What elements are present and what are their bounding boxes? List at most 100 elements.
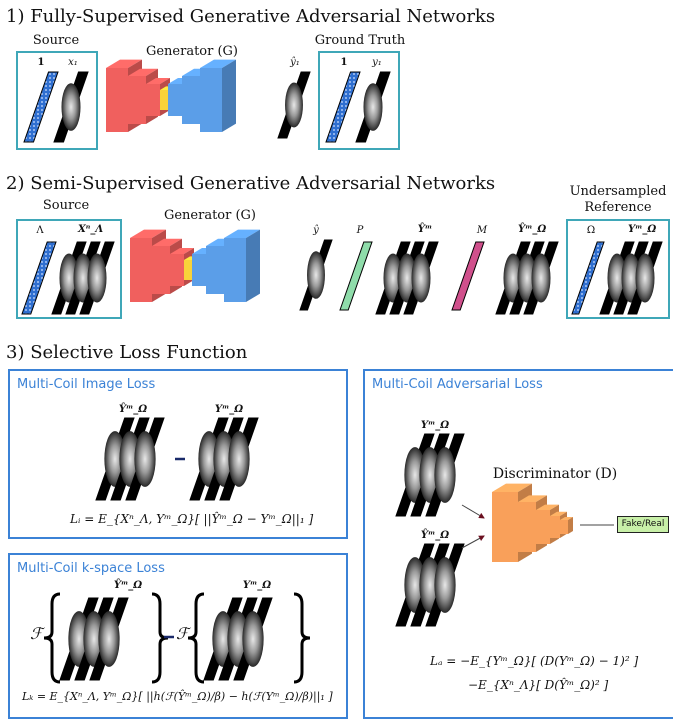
kspace-F-left: ℱ [30,624,43,643]
s1-x-symbol: x₁ [68,57,78,68]
disc-layer4-top [550,511,567,516]
s1-source-mask [23,71,59,143]
s2-generator-dec3-top [224,229,260,238]
fake-real-output: Fake/Real [617,516,669,533]
section2-title: 2) Semi-Supervised Generative Adversaria… [6,173,496,194]
kspace-loss-panel [8,553,348,719]
adv-bottom-arrow [461,535,485,549]
disc-layer3-top [536,504,559,510]
disc-layer4-front [550,516,560,538]
s2-x-symbol: Xⁿ_Λ [78,224,104,235]
s1-generator-enc3-top [146,78,170,84]
s1-mask-symbol: 1 [37,57,45,68]
adv-ref-stack-2-brain [434,447,456,503]
s1-generator-enc3-front [146,84,160,116]
s2-Yhat-omega-images-2-brain [531,253,551,303]
s1-generator-dec1-front [168,84,182,116]
s2-yhat-symbol: ŷ [313,225,319,236]
disc-layer5-side [568,517,573,534]
kspace-ref-stack-2-brain [242,611,264,667]
disc-layer3-front [536,510,550,544]
s2-source-images-2-brain [87,253,107,303]
s1-y-symbol: y₁ [372,57,382,68]
kspace-left-open-brace [43,592,61,684]
s1-generator-dec3-front [200,68,222,132]
s2-generator-enc3-top [170,248,194,254]
s2-ref-images-1-brain [621,253,641,303]
s1-yhat-symbol: ŷ₁ [290,57,300,68]
s2-M-symbol: M [476,225,488,236]
s2-P-symbol: P [356,225,364,236]
section3-title: 3) Selective Loss Function [6,342,248,363]
disc-layer2-top [518,495,547,502]
image-loss-panel [8,369,348,539]
s2-generator-enc2-front [152,246,170,294]
s1-generator-enc2-front [128,76,146,124]
s1-generator-enc1-front [106,68,128,132]
disc-layer5-top [560,517,573,520]
section1-title: 1) Fully-Supervised Generative Adversari… [6,6,496,27]
image-loss-right-label: Yᵐ_Ω [214,404,244,415]
disc-layer1-front [492,492,518,562]
s2-ref-images-2-brain [635,253,655,303]
s2-M-operator [451,241,485,311]
s1-generator-enc1-top [106,59,142,68]
s1-source-image-brain [61,83,81,131]
s2-source-box [16,219,122,319]
s1-output-image-brain [285,82,303,128]
s1-generator-enc2-top [128,68,158,76]
adversarial-loss-title: Multi-Coil Adversarial Loss [372,377,543,392]
s2-generator-enc3-front [170,254,184,286]
s2-output-image-brain [307,251,325,299]
s1-generator-dec2-front [182,76,200,124]
s2-Yhat-m-images-1-brain [397,253,417,303]
s2-Yhat-omega-symbol: Ŷᵐ_Ω [518,224,547,235]
kspace-loss-title: Multi-Coil k-space Loss [17,561,165,576]
s2-omega-symbol: Ω [586,225,596,236]
discriminator-label: Discriminator (D) [492,466,618,482]
s2-ref-images-0-brain [607,253,627,303]
s2-generator-enc1-front [130,238,152,302]
image-loss-left-label: Ŷᵐ_Ω [118,404,148,415]
s2-reference-box [566,219,670,319]
s2-source-label: Source [42,198,90,213]
s2-generator-dec2-front [206,246,224,294]
kspace-F-right: ℱ [176,624,189,643]
s2-P-operator [339,241,373,311]
s1-gt-mask-symbol: 1 [340,57,348,68]
s2-generator-bottleneck-front [184,260,192,280]
s2-reference-label-2: Reference [584,200,652,215]
disc-layer1-top [492,483,532,492]
s1-gt-image-brain [363,83,383,131]
s1-generator-dec3-side [222,59,236,132]
adversarial-formula-1: Lₐ = −E_{Yᵐ_Ω}[ (D(Yᵐ_Ω) − 1)² ] [430,654,639,668]
s2-generator-label: Generator (G) [163,208,257,223]
s2-generator-enc2-top [152,238,182,246]
s1-ground-truth-label: Ground Truth [314,33,406,48]
image-loss-pred-stack-2-brain [134,431,156,487]
image-loss-ref-stack-2-brain [228,431,250,487]
s2-source-mask [21,241,57,315]
s2-generator-dec3-front [224,238,246,302]
kspace-loss-formula: Lₖ = E_{Xⁿ_Λ, Yᵐ_Ω}[ ||h(ℱ(Ŷᵐ_Ω)/β) − h(… [22,690,333,703]
image-loss-formula: Lᵢ = E_{Xⁿ_Λ, Yᵐ_Ω}[ ||Ŷᵐ_Ω − Yᵐ_Ω||₁ ] [70,512,314,526]
s2-Yhat-m-images-0-brain [383,253,403,303]
adversarial-loss-panel [363,369,673,719]
s1-generator-bottleneck-front [160,90,168,110]
adv-top-label: Yᵐ_Ω [420,420,450,431]
kspace-right-close-brace [293,592,311,684]
s2-generator-dec3-side [246,229,260,302]
adv-bottom-label: Ŷᵐ_Ω [420,530,450,541]
kspace-pred-stack-2-brain [98,611,120,667]
s1-gt-mask [325,71,361,143]
s2-generator-enc1-top [130,229,166,238]
s1-source-box [16,51,98,150]
s2-Yhat-m-symbol: Ŷᵐ [417,224,433,235]
s2-Yhat-omega-images-0-brain [503,253,523,303]
s2-Yhat-m-images-2-brain [411,253,431,303]
s2-Yhat-omega-images-1-brain [517,253,537,303]
s2-generator-dec1-front [192,254,206,286]
image-loss-title: Multi-Coil Image Loss [17,377,156,392]
s1-generator-dec3-top [200,59,236,68]
s2-ref-mask [571,241,605,315]
